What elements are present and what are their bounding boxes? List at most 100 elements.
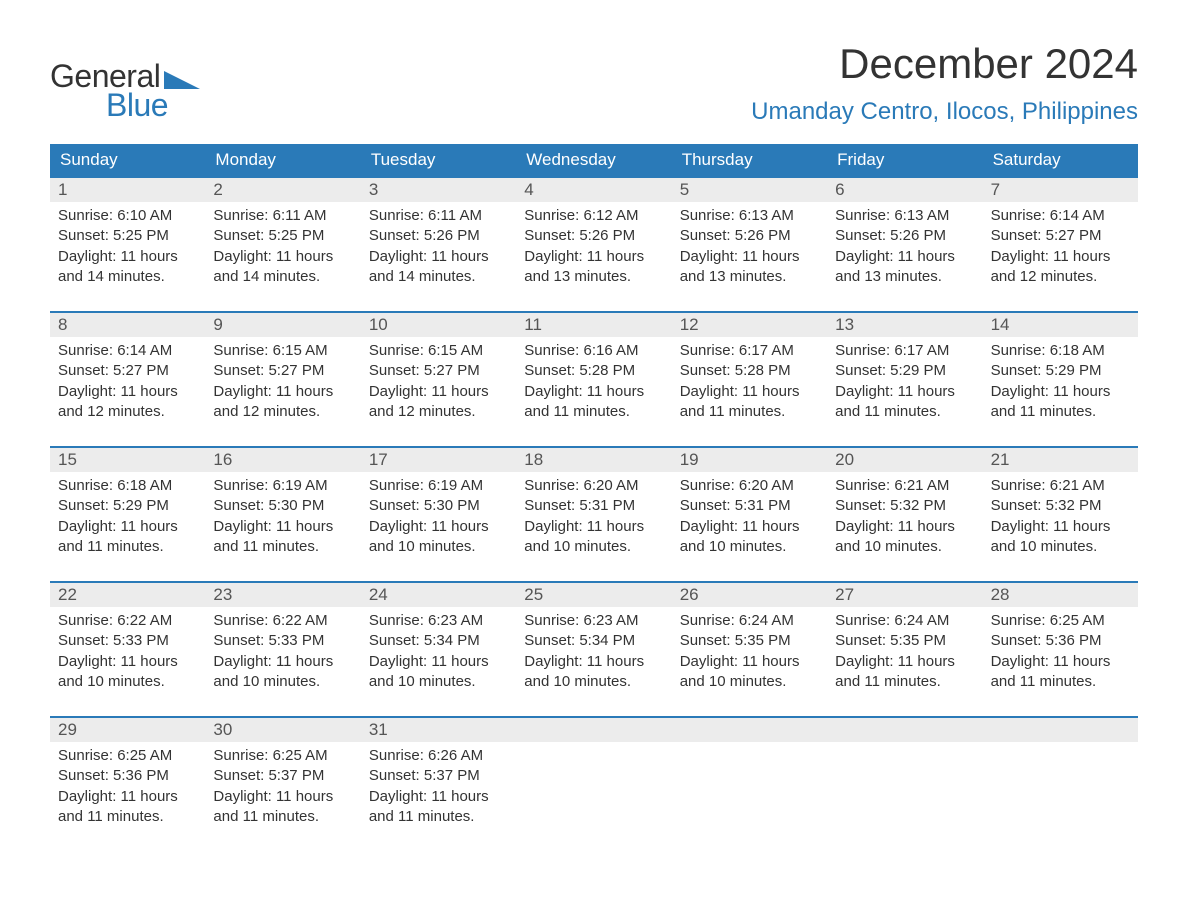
day-content: Sunrise: 6:23 AMSunset: 5:34 PMDaylight:… bbox=[361, 607, 516, 692]
day-number bbox=[827, 718, 982, 742]
day-cell: 10Sunrise: 6:15 AMSunset: 5:27 PMDayligh… bbox=[361, 313, 516, 422]
day-cell: 2Sunrise: 6:11 AMSunset: 5:25 PMDaylight… bbox=[205, 178, 360, 287]
day-sunset: Sunset: 5:26 PM bbox=[524, 226, 663, 246]
day-sunrise: Sunrise: 6:15 AM bbox=[369, 341, 508, 361]
day-d2: and 10 minutes. bbox=[524, 537, 663, 557]
day-d1: Daylight: 11 hours bbox=[524, 382, 663, 402]
day-content: Sunrise: 6:18 AMSunset: 5:29 PMDaylight:… bbox=[50, 472, 205, 557]
day-cell: 31Sunrise: 6:26 AMSunset: 5:37 PMDayligh… bbox=[361, 718, 516, 827]
day-cell: 23Sunrise: 6:22 AMSunset: 5:33 PMDayligh… bbox=[205, 583, 360, 692]
day-sunrise: Sunrise: 6:14 AM bbox=[58, 341, 197, 361]
day-sunrise: Sunrise: 6:24 AM bbox=[680, 611, 819, 631]
day-content: Sunrise: 6:20 AMSunset: 5:31 PMDaylight:… bbox=[672, 472, 827, 557]
day-sunset: Sunset: 5:36 PM bbox=[991, 631, 1130, 651]
day-sunrise: Sunrise: 6:11 AM bbox=[369, 206, 508, 226]
day-cell: 8Sunrise: 6:14 AMSunset: 5:27 PMDaylight… bbox=[50, 313, 205, 422]
day-d1: Daylight: 11 hours bbox=[369, 517, 508, 537]
day-d2: and 11 minutes. bbox=[835, 402, 974, 422]
day-d2: and 11 minutes. bbox=[991, 672, 1130, 692]
day-cell: 4Sunrise: 6:12 AMSunset: 5:26 PMDaylight… bbox=[516, 178, 671, 287]
day-number: 6 bbox=[827, 178, 982, 202]
day-d1: Daylight: 11 hours bbox=[213, 382, 352, 402]
day-d1: Daylight: 11 hours bbox=[991, 382, 1130, 402]
day-content: Sunrise: 6:16 AMSunset: 5:28 PMDaylight:… bbox=[516, 337, 671, 422]
title-block: December 2024 Umanday Centro, Ilocos, Ph… bbox=[751, 40, 1138, 126]
logo-text-blue: Blue bbox=[106, 87, 168, 124]
day-sunrise: Sunrise: 6:17 AM bbox=[835, 341, 974, 361]
day-number bbox=[516, 718, 671, 742]
day-sunset: Sunset: 5:26 PM bbox=[835, 226, 974, 246]
weekday-header: Tuesday bbox=[361, 144, 516, 176]
day-number: 1 bbox=[50, 178, 205, 202]
day-d2: and 10 minutes. bbox=[369, 537, 508, 557]
day-d2: and 10 minutes. bbox=[524, 672, 663, 692]
day-content: Sunrise: 6:18 AMSunset: 5:29 PMDaylight:… bbox=[983, 337, 1138, 422]
day-content: Sunrise: 6:13 AMSunset: 5:26 PMDaylight:… bbox=[672, 202, 827, 287]
day-sunrise: Sunrise: 6:18 AM bbox=[58, 476, 197, 496]
day-sunrise: Sunrise: 6:25 AM bbox=[213, 746, 352, 766]
day-sunset: Sunset: 5:28 PM bbox=[680, 361, 819, 381]
week-row: 15Sunrise: 6:18 AMSunset: 5:29 PMDayligh… bbox=[50, 446, 1138, 557]
day-cell: 11Sunrise: 6:16 AMSunset: 5:28 PMDayligh… bbox=[516, 313, 671, 422]
day-d1: Daylight: 11 hours bbox=[58, 652, 197, 672]
day-cell: 12Sunrise: 6:17 AMSunset: 5:28 PMDayligh… bbox=[672, 313, 827, 422]
day-sunrise: Sunrise: 6:24 AM bbox=[835, 611, 974, 631]
day-sunrise: Sunrise: 6:15 AM bbox=[213, 341, 352, 361]
day-d1: Daylight: 11 hours bbox=[680, 652, 819, 672]
weekday-header: Sunday bbox=[50, 144, 205, 176]
day-sunrise: Sunrise: 6:11 AM bbox=[213, 206, 352, 226]
day-cell: 17Sunrise: 6:19 AMSunset: 5:30 PMDayligh… bbox=[361, 448, 516, 557]
day-number: 17 bbox=[361, 448, 516, 472]
day-sunrise: Sunrise: 6:23 AM bbox=[369, 611, 508, 631]
day-d2: and 13 minutes. bbox=[835, 267, 974, 287]
day-sunrise: Sunrise: 6:22 AM bbox=[58, 611, 197, 631]
day-sunset: Sunset: 5:33 PM bbox=[213, 631, 352, 651]
day-sunrise: Sunrise: 6:25 AM bbox=[58, 746, 197, 766]
day-number: 15 bbox=[50, 448, 205, 472]
day-d2: and 10 minutes. bbox=[213, 672, 352, 692]
day-sunset: Sunset: 5:37 PM bbox=[369, 766, 508, 786]
day-number: 2 bbox=[205, 178, 360, 202]
day-cell bbox=[983, 718, 1138, 827]
day-d2: and 10 minutes. bbox=[680, 672, 819, 692]
day-cell: 5Sunrise: 6:13 AMSunset: 5:26 PMDaylight… bbox=[672, 178, 827, 287]
day-content: Sunrise: 6:22 AMSunset: 5:33 PMDaylight:… bbox=[50, 607, 205, 692]
day-sunset: Sunset: 5:25 PM bbox=[213, 226, 352, 246]
day-cell: 27Sunrise: 6:24 AMSunset: 5:35 PMDayligh… bbox=[827, 583, 982, 692]
weekday-header: Thursday bbox=[672, 144, 827, 176]
day-number: 26 bbox=[672, 583, 827, 607]
day-number: 29 bbox=[50, 718, 205, 742]
day-d1: Daylight: 11 hours bbox=[369, 787, 508, 807]
day-d1: Daylight: 11 hours bbox=[369, 247, 508, 267]
weekday-header: Friday bbox=[827, 144, 982, 176]
day-content: Sunrise: 6:24 AMSunset: 5:35 PMDaylight:… bbox=[672, 607, 827, 692]
day-d2: and 12 minutes. bbox=[213, 402, 352, 422]
day-content: Sunrise: 6:23 AMSunset: 5:34 PMDaylight:… bbox=[516, 607, 671, 692]
day-sunset: Sunset: 5:34 PM bbox=[369, 631, 508, 651]
day-sunset: Sunset: 5:37 PM bbox=[213, 766, 352, 786]
day-cell: 3Sunrise: 6:11 AMSunset: 5:26 PMDaylight… bbox=[361, 178, 516, 287]
day-d2: and 14 minutes. bbox=[369, 267, 508, 287]
day-number: 19 bbox=[672, 448, 827, 472]
day-sunrise: Sunrise: 6:20 AM bbox=[524, 476, 663, 496]
day-d1: Daylight: 11 hours bbox=[991, 652, 1130, 672]
day-sunrise: Sunrise: 6:12 AM bbox=[524, 206, 663, 226]
weekday-header: Monday bbox=[205, 144, 360, 176]
day-d2: and 11 minutes. bbox=[680, 402, 819, 422]
day-cell bbox=[672, 718, 827, 827]
day-number: 27 bbox=[827, 583, 982, 607]
day-sunrise: Sunrise: 6:25 AM bbox=[991, 611, 1130, 631]
day-d1: Daylight: 11 hours bbox=[58, 247, 197, 267]
weekday-header: Wednesday bbox=[516, 144, 671, 176]
day-content: Sunrise: 6:15 AMSunset: 5:27 PMDaylight:… bbox=[361, 337, 516, 422]
day-sunrise: Sunrise: 6:10 AM bbox=[58, 206, 197, 226]
day-d2: and 10 minutes. bbox=[680, 537, 819, 557]
day-cell: 21Sunrise: 6:21 AMSunset: 5:32 PMDayligh… bbox=[983, 448, 1138, 557]
day-cell: 29Sunrise: 6:25 AMSunset: 5:36 PMDayligh… bbox=[50, 718, 205, 827]
logo: General Blue bbox=[50, 40, 200, 124]
day-sunrise: Sunrise: 6:17 AM bbox=[680, 341, 819, 361]
day-d1: Daylight: 11 hours bbox=[524, 517, 663, 537]
day-content: Sunrise: 6:21 AMSunset: 5:32 PMDaylight:… bbox=[983, 472, 1138, 557]
day-sunset: Sunset: 5:25 PM bbox=[58, 226, 197, 246]
day-content: Sunrise: 6:20 AMSunset: 5:31 PMDaylight:… bbox=[516, 472, 671, 557]
